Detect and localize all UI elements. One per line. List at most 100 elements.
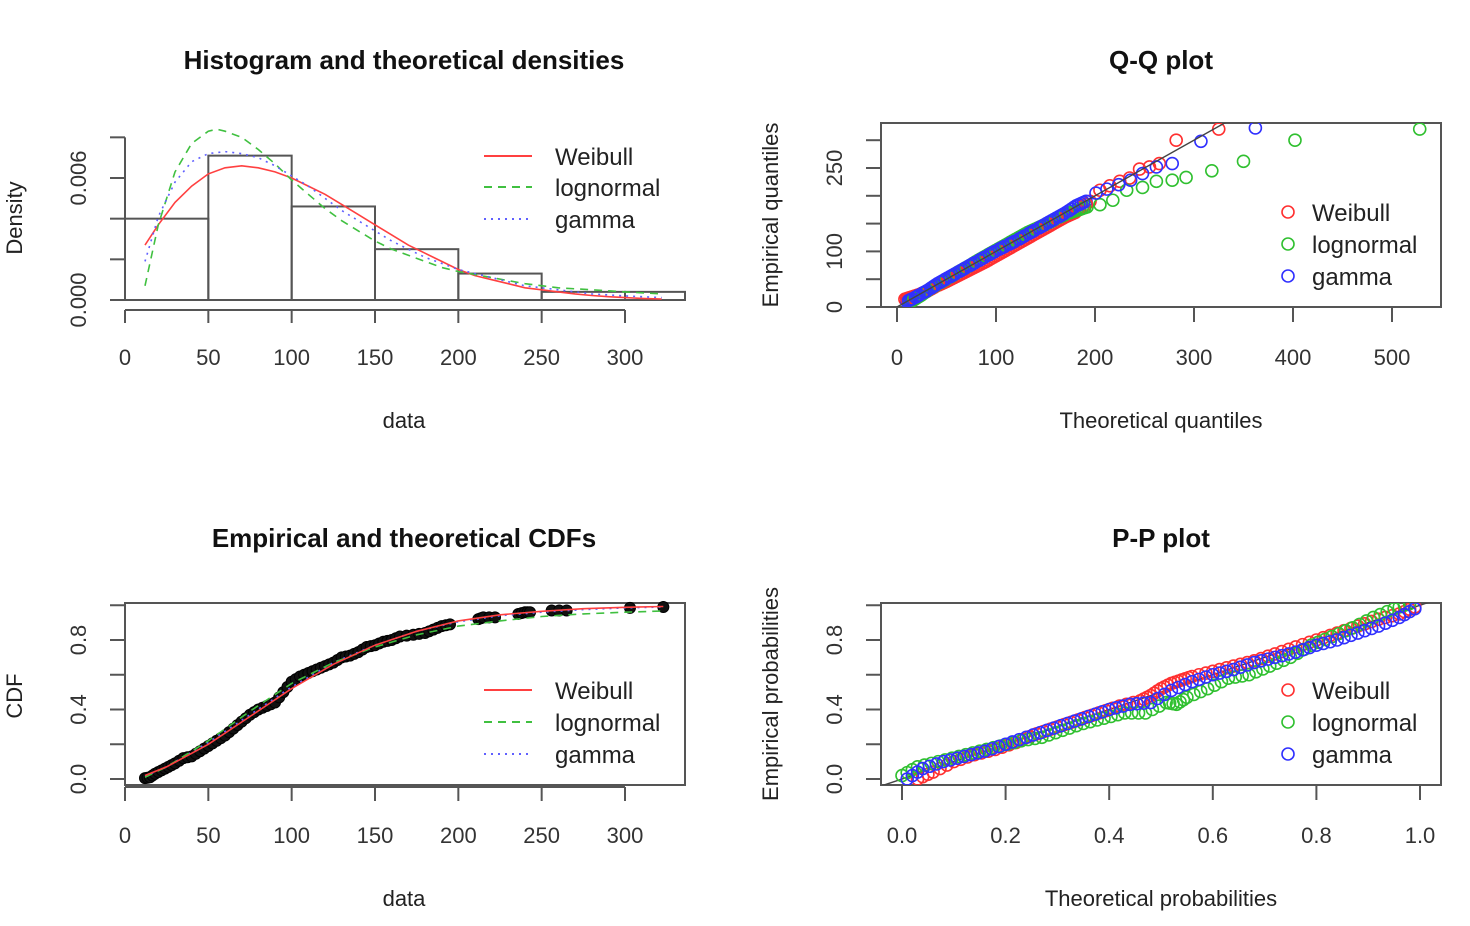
panel-cdf: Empirical and theoretical CDFs 0 50 100 150… [2, 523, 686, 911]
pp-point-gamma [1123, 697, 1137, 712]
pp-legend: Weibull lognormal gamma [1281, 678, 1417, 769]
hist-y-tick-label: 0.000 [66, 272, 91, 327]
pp-point-weibull [1357, 616, 1372, 631]
pp-point-gamma [1233, 660, 1248, 675]
qq-point-weibull [1169, 133, 1183, 147]
pp-x-tick-label: 0.0 [887, 823, 918, 848]
pp-point-gamma [950, 751, 965, 765]
pp-point-gamma [1364, 621, 1379, 636]
pp-point-gamma [1309, 638, 1324, 653]
pp-ylabel: Empirical probabilities [758, 587, 783, 801]
cdf-curve-weibull [144, 605, 664, 777]
qq-point-gamma [1149, 160, 1164, 174]
hist-bar [124, 217, 210, 302]
pp-point-gamma [922, 759, 937, 774]
qq-point-lognormal [1412, 123, 1427, 136]
hist-curve-weibull [144, 164, 662, 300]
pp-point-lognormal [1145, 702, 1160, 717]
pp-point-gamma [1247, 655, 1262, 670]
hist-bar [290, 205, 376, 301]
pp-point-gamma [1226, 662, 1241, 677]
qq-point-gamma [1194, 134, 1208, 149]
pp-point-gamma [1351, 626, 1365, 640]
pp-point-lognormal [1180, 690, 1194, 705]
hist-legend-gamma: gamma [555, 207, 636, 234]
pp-point-gamma [1130, 696, 1144, 711]
qq-point-gamma [1123, 173, 1138, 188]
pp-point-gamma [1026, 728, 1041, 742]
qq-legend-key-weibull [1281, 205, 1295, 219]
qq-point-gamma [1076, 195, 1091, 210]
cdf-y-tick-label: 0.4 [66, 694, 91, 725]
pp-point-gamma [1033, 725, 1047, 740]
pp-xlabel: Theoretical probabilities [1045, 886, 1277, 911]
hist-ylabel: Density [2, 181, 27, 254]
pp-point-gamma [978, 744, 992, 759]
qq-legend-key-lognormal [1281, 237, 1295, 251]
cdf-y-tick-label: 0.8 [66, 625, 91, 656]
pp-point-gamma [1150, 691, 1165, 706]
cdf-y-tick-label: 0.0 [66, 764, 91, 795]
pp-point-gamma [1019, 730, 1034, 745]
pp-point-gamma [1275, 648, 1289, 663]
pp-point-gamma [1281, 647, 1296, 661]
pp-legend-key-gamma [1281, 747, 1295, 761]
pp-point-lognormal [1235, 669, 1249, 683]
qq-ylabel: Empirical quantiles [758, 123, 783, 308]
panel-histogram: Histogram and theoretical densities 0 50 1… [2, 45, 686, 433]
qq-point-gamma [1165, 156, 1180, 171]
pp-point-gamma [1268, 650, 1282, 665]
pp-point-gamma [1060, 716, 1075, 731]
pp-point-weibull [1288, 640, 1303, 654]
cdf-legend-gamma: gamma [555, 742, 636, 769]
hist-bar [457, 272, 543, 302]
pp-point-gamma [1005, 735, 1020, 749]
qq-point-lognormal [1093, 197, 1107, 212]
pp-point-gamma [1337, 630, 1351, 645]
pp-point-weibull [1143, 688, 1158, 703]
pp-point-gamma [1143, 695, 1158, 710]
qq-point-lognormal [1149, 174, 1164, 189]
hist-x-tick-label: 250 [523, 345, 560, 370]
pp-legend-gamma: gamma [1312, 742, 1393, 769]
pp-point-gamma [998, 737, 1013, 752]
qq-point-lognormal [1205, 163, 1219, 178]
pp-point-lognormal [1214, 674, 1229, 689]
pp-point-gamma [991, 739, 1006, 754]
pp-point-gamma [1136, 696, 1151, 710]
pp-point-weibull [1185, 669, 1199, 684]
pp-point-gamma [1240, 658, 1255, 672]
pp-y-tick-label: 0.8 [822, 625, 847, 656]
pp-point-gamma [1088, 707, 1103, 721]
panel-pp: P-P plot 0.0 0.2 0.4 0.6 0.8 1.0 0.0 0.4 0.8 The… [758, 523, 1442, 911]
pp-point-gamma [1178, 677, 1192, 692]
qq-x-tick-label: 0 [891, 345, 903, 370]
qq-point-gamma [1100, 182, 1114, 196]
pp-x-tick-label: 1.0 [1405, 823, 1436, 848]
cdf-ylabel: CDF [2, 673, 27, 718]
hist-legend: Weibull lognormal gamma [484, 144, 660, 234]
pp-point-gamma [1330, 633, 1344, 647]
pp-point-gamma [1288, 645, 1303, 659]
pp-point-gamma [1219, 664, 1234, 679]
pp-point-lognormal [1187, 687, 1201, 702]
panel-qq: Q-Q plot 0 100 200 300 400 500 0 100 250 Theoret… [758, 45, 1442, 433]
cdf-x-tick-label: 250 [523, 823, 560, 848]
pp-point-gamma [1171, 680, 1186, 695]
qq-point-lognormal [1135, 180, 1150, 195]
qq-legend: Weibull lognormal gamma [1281, 200, 1417, 291]
pp-point-gamma [1206, 667, 1220, 682]
pp-point-gamma [1095, 705, 1110, 719]
hist-plot-area: 0 50 100 150 200 250 300 0.000 0.006 [66, 128, 686, 370]
cdf-x-tick-label: 300 [607, 823, 644, 848]
pp-x-tick-label: 0.8 [1301, 823, 1332, 848]
qq-legend-gamma: gamma [1312, 264, 1393, 291]
pp-point-weibull [1150, 684, 1165, 698]
pp-point-lognormal [1173, 695, 1187, 709]
qq-x-tick-label: 200 [1077, 345, 1114, 370]
pp-points-layer [881, 603, 1429, 785]
pp-point-gamma [1316, 636, 1331, 651]
cdf-x-tick-label: 50 [196, 823, 220, 848]
hist-x-tick-label: 100 [273, 345, 310, 370]
pp-legend-weibull: Weibull [1312, 678, 1390, 705]
